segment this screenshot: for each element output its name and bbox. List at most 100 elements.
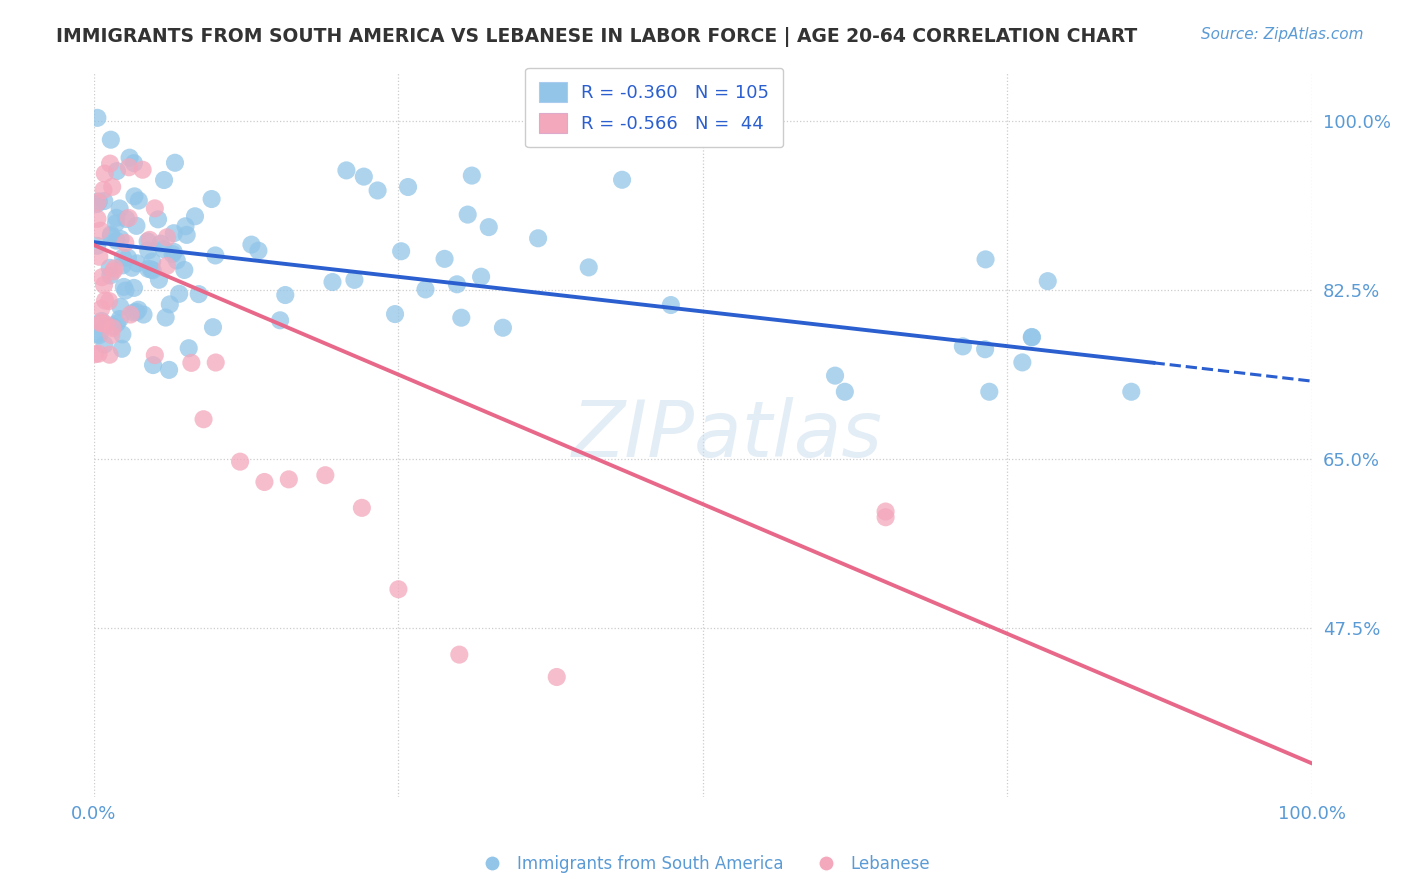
Point bbox=[176, 227, 198, 242]
Point bbox=[201, 192, 224, 206]
Point bbox=[94, 318, 117, 332]
Point bbox=[94, 167, 117, 181]
Point bbox=[125, 219, 148, 233]
Point bbox=[87, 194, 110, 209]
Point bbox=[93, 183, 115, 197]
Point bbox=[108, 202, 131, 216]
Point bbox=[138, 233, 160, 247]
Point bbox=[104, 216, 127, 230]
Point bbox=[146, 212, 169, 227]
Point bbox=[86, 326, 108, 341]
Point bbox=[450, 310, 472, 325]
Point bbox=[229, 455, 252, 469]
Point bbox=[396, 180, 419, 194]
Point bbox=[492, 320, 515, 334]
Point bbox=[90, 316, 112, 330]
Point bbox=[335, 163, 357, 178]
Point bbox=[118, 151, 141, 165]
Point bbox=[98, 348, 121, 362]
Point bbox=[110, 232, 132, 246]
Point bbox=[122, 281, 145, 295]
Point bbox=[89, 224, 111, 238]
Point bbox=[117, 251, 139, 265]
Point bbox=[87, 347, 110, 361]
Point bbox=[457, 208, 479, 222]
Point bbox=[350, 500, 373, 515]
Point bbox=[193, 412, 215, 426]
Point bbox=[127, 302, 149, 317]
Point bbox=[387, 582, 409, 597]
Point bbox=[240, 237, 263, 252]
Point bbox=[86, 197, 108, 211]
Point bbox=[148, 273, 170, 287]
Point bbox=[952, 339, 974, 353]
Point bbox=[118, 161, 141, 175]
Point bbox=[84, 347, 107, 361]
Point bbox=[101, 319, 124, 334]
Point bbox=[156, 230, 179, 244]
Point bbox=[124, 189, 146, 203]
Point bbox=[122, 156, 145, 170]
Point bbox=[187, 287, 209, 301]
Point bbox=[173, 263, 195, 277]
Point bbox=[101, 264, 124, 278]
Point bbox=[93, 277, 115, 292]
Point bbox=[108, 312, 131, 326]
Point bbox=[156, 259, 179, 273]
Point bbox=[979, 384, 1001, 399]
Point bbox=[824, 368, 846, 383]
Point bbox=[1036, 274, 1059, 288]
Point bbox=[93, 194, 115, 208]
Point bbox=[157, 363, 180, 377]
Point bbox=[143, 348, 166, 362]
Point bbox=[389, 244, 412, 259]
Point bbox=[143, 202, 166, 216]
Point bbox=[163, 226, 186, 240]
Point bbox=[132, 308, 155, 322]
Point bbox=[834, 384, 856, 399]
Point bbox=[1021, 330, 1043, 344]
Point bbox=[98, 156, 121, 170]
Point bbox=[136, 235, 159, 249]
Point bbox=[86, 239, 108, 253]
Point bbox=[162, 247, 184, 261]
Point bbox=[100, 227, 122, 242]
Point bbox=[384, 307, 406, 321]
Legend: R = -0.360   N = 105, R = -0.566   N =  44: R = -0.360 N = 105, R = -0.566 N = 44 bbox=[524, 68, 783, 147]
Point bbox=[478, 220, 501, 235]
Point bbox=[201, 320, 224, 334]
Point bbox=[100, 133, 122, 147]
Point bbox=[120, 308, 142, 322]
Point bbox=[136, 244, 159, 258]
Point bbox=[274, 288, 297, 302]
Point bbox=[121, 260, 143, 275]
Point bbox=[177, 341, 200, 355]
Point bbox=[122, 305, 145, 319]
Point bbox=[111, 327, 134, 342]
Point bbox=[1011, 355, 1033, 369]
Point bbox=[105, 164, 128, 178]
Point bbox=[110, 300, 132, 314]
Point bbox=[90, 314, 112, 328]
Point bbox=[139, 262, 162, 277]
Point bbox=[343, 273, 366, 287]
Point bbox=[86, 111, 108, 125]
Point bbox=[166, 253, 188, 268]
Point bbox=[253, 475, 276, 489]
Point bbox=[89, 328, 111, 343]
Point bbox=[578, 260, 600, 275]
Point bbox=[449, 648, 471, 662]
Point bbox=[314, 468, 336, 483]
Point bbox=[159, 297, 181, 311]
Point bbox=[321, 275, 343, 289]
Point bbox=[125, 305, 148, 319]
Point bbox=[269, 313, 291, 327]
Point bbox=[111, 342, 134, 356]
Point bbox=[433, 252, 456, 266]
Point bbox=[142, 263, 165, 277]
Point bbox=[89, 250, 111, 264]
Text: Source: ZipAtlas.com: Source: ZipAtlas.com bbox=[1201, 27, 1364, 42]
Point bbox=[105, 317, 128, 331]
Point bbox=[136, 261, 159, 276]
Point bbox=[112, 280, 135, 294]
